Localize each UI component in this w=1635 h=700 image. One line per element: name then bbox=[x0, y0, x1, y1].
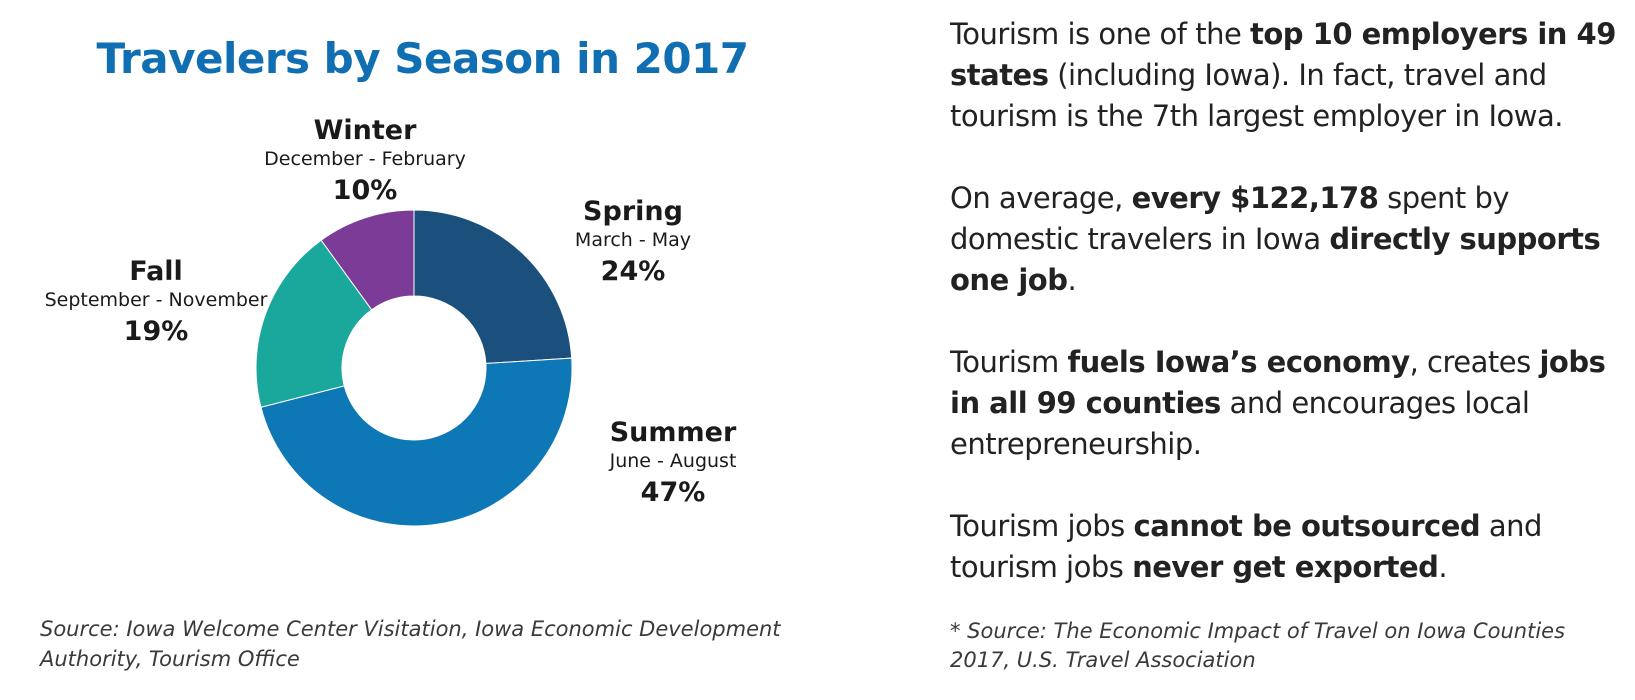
fact-highlight: jobs in all 99 counties bbox=[950, 345, 1606, 420]
fact-text: (including Iowa). In fact, travel and to… bbox=[950, 58, 1563, 133]
slice-winter bbox=[320, 209, 415, 311]
fact-paragraph: Tourism fuels Iowa’s economy, creates jo… bbox=[950, 342, 1630, 465]
fact-text: Tourism bbox=[950, 345, 1068, 379]
fact-text: , creates bbox=[1409, 345, 1540, 379]
fact-highlight: cannot be outsourced bbox=[1133, 509, 1481, 543]
winter-label: Winter December - February 10% bbox=[240, 115, 490, 208]
fact-text: and tourism jobs bbox=[950, 509, 1542, 584]
slice-fall bbox=[255, 239, 373, 408]
fact-highlight: never get exported bbox=[1132, 550, 1439, 584]
fact-text: . bbox=[1067, 263, 1077, 297]
chart-source-note: Source: Iowa Welcome Center Visitation, … bbox=[40, 617, 781, 671]
spring-label: Spring March - May 24% bbox=[528, 196, 738, 289]
fact-text: and encourages local entrepreneurship. bbox=[950, 386, 1530, 461]
winter-percent: 10% bbox=[332, 175, 398, 206]
facts-panel: Tourism is one of the top 10 employers i… bbox=[950, 14, 1630, 629]
spring-percent: 24% bbox=[600, 256, 666, 287]
winter-name: Winter bbox=[313, 115, 417, 146]
donut-chart bbox=[255, 209, 573, 527]
winter-range: December - February bbox=[264, 148, 466, 170]
fact-highlight: top 10 employers in 49 states bbox=[950, 17, 1616, 92]
slice-summer bbox=[260, 357, 573, 527]
fact-paragraph: Tourism jobs cannot be outsourced and to… bbox=[950, 506, 1630, 588]
fact-text: On average, bbox=[950, 181, 1132, 215]
fall-percent: 19% bbox=[123, 316, 189, 347]
fact-text: spent by domestic travelers in Iowa bbox=[950, 181, 1510, 256]
summer-label: Summer June - August 47% bbox=[568, 417, 778, 510]
chart-title: Travelers by Season in 2017 bbox=[96, 34, 750, 83]
fall-label: Fall September - November 19% bbox=[10, 256, 302, 349]
fall-name: Fall bbox=[129, 256, 183, 287]
fact-highlight: every $122,178 bbox=[1131, 181, 1379, 215]
fact-paragraph: On average, every $122,178 spent by dome… bbox=[950, 178, 1630, 301]
spring-range: March - May bbox=[574, 229, 692, 251]
fact-text: Tourism is one of the bbox=[950, 17, 1251, 51]
facts-source-note: * Source: The Economic Impact of Travel … bbox=[950, 619, 1566, 672]
summer-name: Summer bbox=[609, 417, 737, 448]
fact-text: . bbox=[1438, 550, 1448, 584]
fact-highlight: directly supports one job bbox=[950, 222, 1601, 297]
summer-range: June - August bbox=[609, 450, 737, 472]
fact-text: Tourism jobs bbox=[950, 509, 1134, 543]
fact-highlight: fuels Iowa’s economy bbox=[1067, 345, 1410, 379]
fact-paragraph: Tourism is one of the top 10 employers i… bbox=[950, 14, 1630, 137]
spring-name: Spring bbox=[583, 196, 683, 227]
fall-range: September - November bbox=[44, 289, 268, 311]
slice-spring bbox=[413, 209, 573, 365]
summer-percent: 47% bbox=[640, 477, 706, 508]
